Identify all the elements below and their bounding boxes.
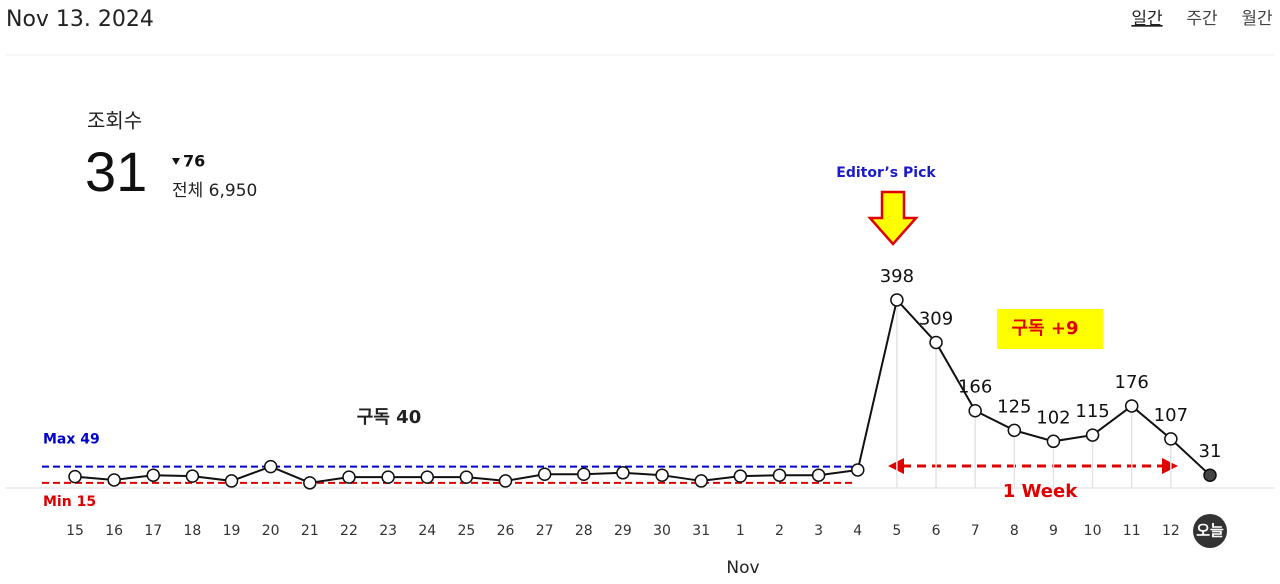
series-line	[74, 297, 1211, 484]
x-tick-label: 17	[144, 523, 162, 539]
x-tick-label: 9	[1049, 523, 1058, 539]
date: Nov 13. 2024	[6, 7, 154, 32]
data-label: 102	[1036, 407, 1070, 428]
data-point	[772, 468, 787, 482]
reference-label: Max 49	[43, 432, 100, 448]
x-tick-label: 오늘	[1196, 522, 1224, 540]
data-point	[1203, 468, 1217, 482]
x-tick-label: 16	[105, 523, 123, 539]
data-label: 398	[880, 266, 914, 287]
data-point	[1085, 428, 1100, 442]
annotation-subscribe: 구독 40	[357, 407, 421, 428]
data-label: 309	[919, 308, 953, 329]
x-tick-label: 5	[892, 523, 901, 539]
x-tick-label: 22	[340, 523, 358, 539]
x-tick-label: 29	[614, 523, 632, 539]
x-tick-label: 31	[692, 523, 710, 539]
data-point	[577, 467, 591, 481]
annotation-week: 1 Week	[1003, 481, 1078, 502]
data-point	[1164, 432, 1178, 446]
data-point	[224, 474, 239, 488]
tab-weekly[interactable]: 주간	[1186, 9, 1218, 29]
x-tick-label: 28	[575, 523, 593, 539]
x-tick-label: 23	[379, 523, 397, 539]
x-tick-label: 7	[971, 523, 980, 539]
data-point	[146, 468, 161, 482]
x-tick-label: 2	[775, 523, 784, 539]
data-point	[420, 470, 434, 484]
x-tick-label: 27	[536, 523, 554, 539]
data-point	[342, 470, 356, 484]
data-point	[929, 335, 943, 350]
x-tick-label: 19	[223, 523, 241, 539]
data-label: 31	[1199, 441, 1222, 462]
data-point	[68, 469, 82, 484]
x-tick-label: 25	[457, 523, 475, 539]
data-point	[733, 469, 748, 483]
data-point	[811, 468, 826, 482]
x-tick-label: 8	[1010, 523, 1019, 539]
data-point	[381, 470, 395, 484]
x-tick-label: 12	[1162, 523, 1180, 539]
data-label: 107	[1154, 405, 1188, 426]
annotation-subscribe-gain: 구독 +9	[1012, 318, 1079, 339]
data-label: 125	[997, 396, 1031, 417]
data-point	[890, 293, 904, 307]
data-label: 176	[1115, 372, 1149, 393]
data-point	[616, 466, 630, 480]
data-point	[851, 463, 865, 477]
data-point	[1007, 423, 1022, 438]
x-tick-label: 21	[301, 523, 319, 539]
data-point	[1124, 399, 1139, 413]
data-point	[459, 470, 474, 484]
data-point	[107, 473, 121, 487]
x-tick-label: 1	[736, 523, 745, 539]
x-axis-label: Nov	[726, 558, 759, 578]
x-tick-label: 11	[1123, 523, 1141, 539]
x-tick-label: 24	[418, 523, 436, 539]
reference-label: Min 15	[43, 494, 96, 510]
data-point	[1046, 434, 1061, 449]
x-tick-label: 10	[1084, 523, 1102, 539]
pick-arrow	[867, 190, 919, 246]
x-tick-label: 3	[814, 523, 823, 539]
stat-change: 76	[183, 152, 205, 171]
x-tick-label: 26	[497, 523, 515, 539]
x-tick-label: 18	[183, 523, 201, 539]
x-tick-label: 20	[262, 523, 280, 539]
x-tick-label: 4	[853, 523, 862, 539]
annotation-editors-pick: Editor’s Pick	[836, 165, 936, 181]
data-point	[498, 474, 513, 488]
data-point	[968, 403, 982, 418]
data-label: 115	[1075, 401, 1109, 422]
data-point	[263, 459, 278, 474]
x-tick-label: 15	[66, 523, 84, 539]
stat-total: 전체 6,950	[172, 181, 257, 201]
data-point	[303, 476, 317, 490]
stat-count: 31	[85, 140, 147, 203]
highlight-box	[997, 309, 1103, 349]
today-badge	[1193, 514, 1227, 548]
x-tick-label: 6	[932, 523, 941, 539]
tab-monthly[interactable]: 월간	[1241, 9, 1273, 29]
tab-daily[interactable]: 일간	[1131, 9, 1163, 29]
stat-label: 조회수	[87, 109, 142, 133]
data-label: 166	[958, 377, 992, 398]
data-point	[537, 467, 552, 481]
data-point	[185, 469, 200, 483]
data-point	[694, 474, 708, 488]
x-tick-label: 30	[653, 523, 671, 539]
data-point	[655, 468, 669, 482]
down-icon	[172, 158, 180, 165]
